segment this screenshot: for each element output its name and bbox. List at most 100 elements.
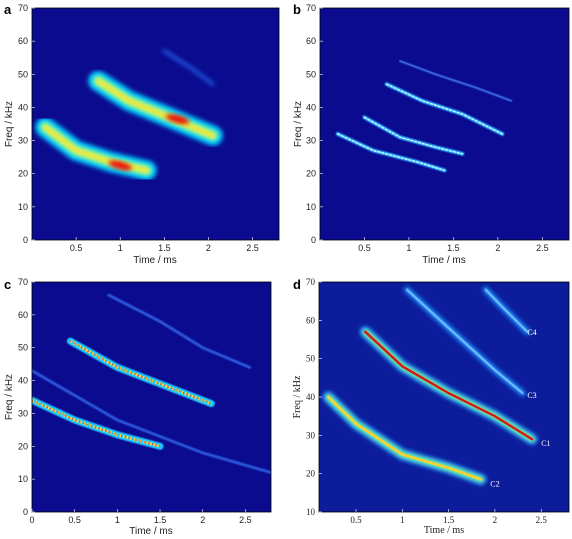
panel-b-ridge-upper-harmonic-core xyxy=(385,83,504,135)
panel-a-xtick-label: 1.5 xyxy=(158,243,171,253)
panel-c-xtick-label: 0 xyxy=(29,515,34,525)
panel-c-ytick-label: 40 xyxy=(18,376,28,386)
panel-b-xtick-label: 1.5 xyxy=(447,243,460,253)
panel-d-ytick-label: 10 xyxy=(306,507,316,517)
panel-c-background xyxy=(32,282,271,512)
panel-b-xtick-label: 0.5 xyxy=(358,243,371,253)
panel-b-ridge-faint-harmonic xyxy=(399,60,513,102)
panel-c-xtick-label: 2.5 xyxy=(239,515,252,525)
panel-b-ticks: 0.5 1 1.5 2 2.5 0 10 20 30 40 50 60 70 xyxy=(306,3,549,253)
panel-a-xtick-label: 0.5 xyxy=(70,243,83,253)
panel-d-xlabel: Time / ms xyxy=(424,525,464,536)
panel-b-ytick-label: 0 xyxy=(311,235,316,245)
panel-a-ridge-upper-harmonic-inner xyxy=(95,78,216,139)
panel-a-ylabel: Freq / kHz xyxy=(4,101,15,147)
panel-a-marks xyxy=(35,49,223,181)
panel-a-ridge-lower-harmonic-peak xyxy=(108,160,132,171)
panel-d-xtick-label: 2.5 xyxy=(536,515,548,525)
panel-a-ridge-upper-harmonic-peak xyxy=(165,114,190,124)
panel-d-annotations: C1 C2 C3 C4 xyxy=(490,328,550,488)
panel-c-ytick-label: 0 xyxy=(23,507,28,517)
annotation-c3: C3 xyxy=(527,391,536,400)
panel-d-xtick-label: 0.5 xyxy=(350,515,362,525)
panel-b-ridge-middle-harmonic-core xyxy=(363,116,463,155)
panel-a-ytick-label: 60 xyxy=(18,36,28,46)
panel-a-ytick-label: 70 xyxy=(18,3,28,13)
panel-b-ytick-label: 10 xyxy=(306,202,316,212)
panel-c-ytick-label: 30 xyxy=(18,408,28,418)
annotation-c2: C2 xyxy=(490,479,499,488)
panel-b-ytick-label: 50 xyxy=(306,69,316,79)
annotation-c4: C4 xyxy=(527,328,536,337)
panel-d-ticks: 0.5 1 1.5 2 2.5 10 20 30 40 50 60 70 xyxy=(306,277,547,525)
panel-c-marks xyxy=(32,293,271,475)
panel-c-ytick-label: 20 xyxy=(18,441,28,451)
panel-d-xtick-label: 2 xyxy=(493,515,498,525)
panel-d-ytick-label: 20 xyxy=(306,469,316,479)
panel-a: 0.5 1 1.5 2 2.5 0 10 20 30 40 50 60 70 Time / ms Fre… xyxy=(4,3,280,266)
panel-c-ridge-faint-harmonic xyxy=(32,369,271,475)
panel-c-ridge-upper-harmonic-core xyxy=(69,339,212,405)
panel-d: 0.5 1 1.5 2 2.5 10 20 30 40 50 60 70 C1 C2 C3 C4 Time … xyxy=(292,277,570,536)
panel-b-ylabel: Freq / kHz xyxy=(293,101,304,147)
panel-a-xtick-label: 1 xyxy=(118,243,123,253)
panel-c-xlabel: Time / ms xyxy=(129,526,173,537)
panel-a-ytick-label: 40 xyxy=(18,102,28,112)
panel-a-xtick-label: 2 xyxy=(206,243,211,253)
panel-d-ytick-label: 30 xyxy=(306,430,316,440)
panel-a-ytick-label: 50 xyxy=(18,69,28,79)
panel-c-xtick-label: 1.5 xyxy=(154,515,167,525)
panel-d-ridge-C1-inner xyxy=(364,330,534,441)
panel-c-ylabel: Freq / kHz xyxy=(4,374,15,420)
panel-b-ridge-lower-harmonic-core xyxy=(337,133,446,172)
panel-b-xtick-label: 1 xyxy=(406,243,411,253)
panel-b-ytick-label: 40 xyxy=(306,102,316,112)
panel-a-xtick-label: 2.5 xyxy=(246,243,259,253)
panel-c-ridge-faint-harmonic xyxy=(107,293,252,369)
panel-d-ytick-label: 60 xyxy=(306,315,316,325)
panel-d-ytick-label: 70 xyxy=(306,277,316,287)
panel-label-b: b xyxy=(293,2,301,17)
panel-d-ridge-C4-core xyxy=(484,288,529,333)
panel-d-marks xyxy=(322,286,538,485)
panel-label-a: a xyxy=(4,2,12,17)
panel-c-ytick-label: 50 xyxy=(18,343,28,353)
panel-b-xtick-label: 2 xyxy=(495,243,500,253)
panel-a-ytick-label: 10 xyxy=(18,202,28,212)
panel-c-xtick-label: 1 xyxy=(115,515,120,525)
panel-d-ridge-C3-core xyxy=(405,288,524,395)
panel-a-xlabel: Time / ms xyxy=(133,255,177,266)
panel-b-ytick-label: 20 xyxy=(306,169,316,179)
panel-a-background xyxy=(32,8,279,240)
panel-d-ytick-label: 50 xyxy=(306,354,316,364)
panel-d-ytick-label: 40 xyxy=(306,392,316,402)
panel-b-background xyxy=(320,8,569,240)
panel-d-ridge-C2-inner xyxy=(327,395,483,481)
panel-d-ylabel: Freq / kHz xyxy=(292,375,303,418)
panel-b-ytick-label: 70 xyxy=(306,3,316,13)
panel-c-xtick-label: 2 xyxy=(200,515,205,525)
panel-a-ytick-label: 30 xyxy=(18,136,28,146)
panel-c-ridge-upper-harmonic-peak xyxy=(70,340,212,405)
panel-b-marks xyxy=(335,60,513,173)
panel-d-xtick-label: 1 xyxy=(400,515,405,525)
panel-label-d: d xyxy=(293,277,301,292)
panel-b-ytick-label: 30 xyxy=(306,136,316,146)
panel-label-c: c xyxy=(4,277,11,292)
panel-c-ticks: 0 0.5 1 1.5 2 2.5 0 10 20 30 40 50 60 70 xyxy=(18,277,252,525)
panel-a-ytick-label: 20 xyxy=(18,169,28,179)
panel-c-ytick-label: 60 xyxy=(18,310,28,320)
panel-c-ytick-label: 70 xyxy=(18,277,28,287)
panel-b-xlabel: Time / ms xyxy=(422,255,466,266)
panel-d-xtick-label: 1.5 xyxy=(443,515,455,525)
panel-b-xtick-label: 2.5 xyxy=(536,243,549,253)
panel-a-ticks: 0.5 1 1.5 2 2.5 0 10 20 30 40 50 60 70 xyxy=(18,3,259,253)
annotation-c1: C1 xyxy=(541,439,550,448)
panel-a-ridge-faint-harmonic xyxy=(162,49,215,87)
panel-c-ridge-lower-harmonic xyxy=(32,396,164,450)
panel-b: 0.5 1 1.5 2 2.5 0 10 20 30 40 50 60 70 Time / ms Fre… xyxy=(293,3,570,266)
panel-c-xtick-label: 0.5 xyxy=(68,515,81,525)
panel-c-ytick-label: 10 xyxy=(18,474,28,484)
panel-c: 0 0.5 1 1.5 2 2.5 0 10 20 30 40 50 60 70 Time / ms Fr… xyxy=(4,277,272,537)
